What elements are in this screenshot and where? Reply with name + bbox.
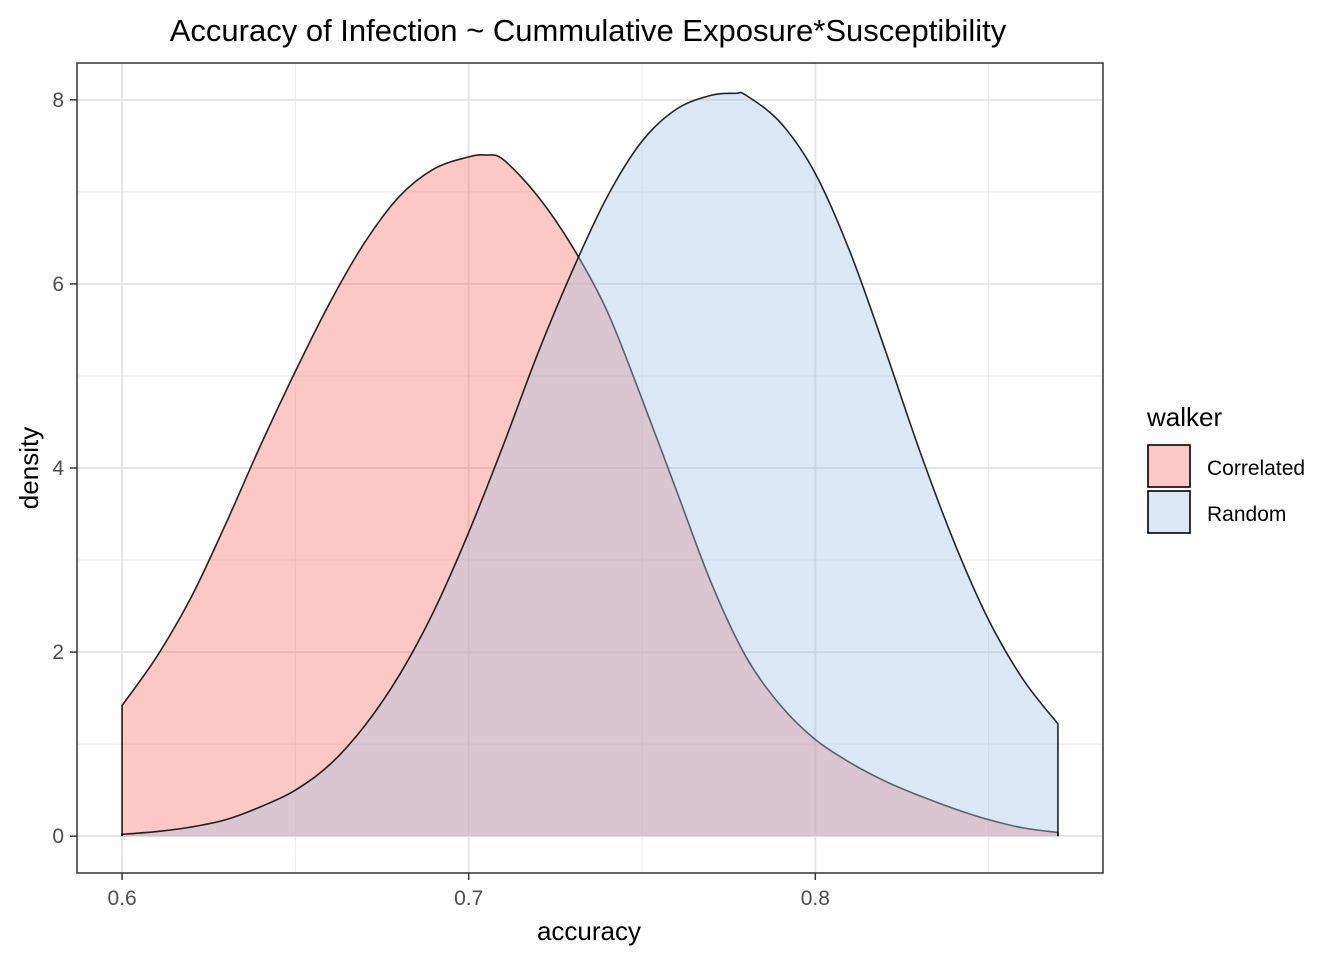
legend-key-random: [1147, 490, 1191, 534]
legend-title: walker: [1146, 402, 1222, 432]
legend-key-bg: [1148, 491, 1190, 533]
density-outline-random: [121, 91, 1059, 837]
legend: walker Correlated Random: [1146, 402, 1305, 534]
legend-key-correlated: [1147, 444, 1191, 488]
legend-label-correlated: Correlated: [1207, 457, 1305, 480]
plot-panel: [76, 62, 1104, 874]
y-tick-label: 0: [52, 825, 64, 848]
y-tick-label: 6: [52, 273, 64, 296]
y-tick-label: 4: [52, 457, 64, 480]
y-axis-title: density: [14, 427, 44, 509]
y-tick-label: 2: [52, 641, 64, 664]
x-tick-label: 0.6: [107, 887, 136, 910]
legend-key-bg: [1148, 445, 1190, 487]
density-area-random: [122, 92, 1058, 837]
x-axis-title: accuracy: [537, 916, 641, 946]
y-tick-label: 8: [52, 89, 64, 112]
density-area-correlated: [122, 154, 1058, 837]
density-outline-correlated: [121, 154, 1059, 837]
legend-label-random: Random: [1207, 503, 1286, 526]
x-tick-label: 0.7: [454, 887, 483, 910]
x-tick-label: 0.8: [801, 887, 830, 910]
chart-title: Accuracy of Infection ~ Cummulative Expo…: [170, 13, 1007, 48]
